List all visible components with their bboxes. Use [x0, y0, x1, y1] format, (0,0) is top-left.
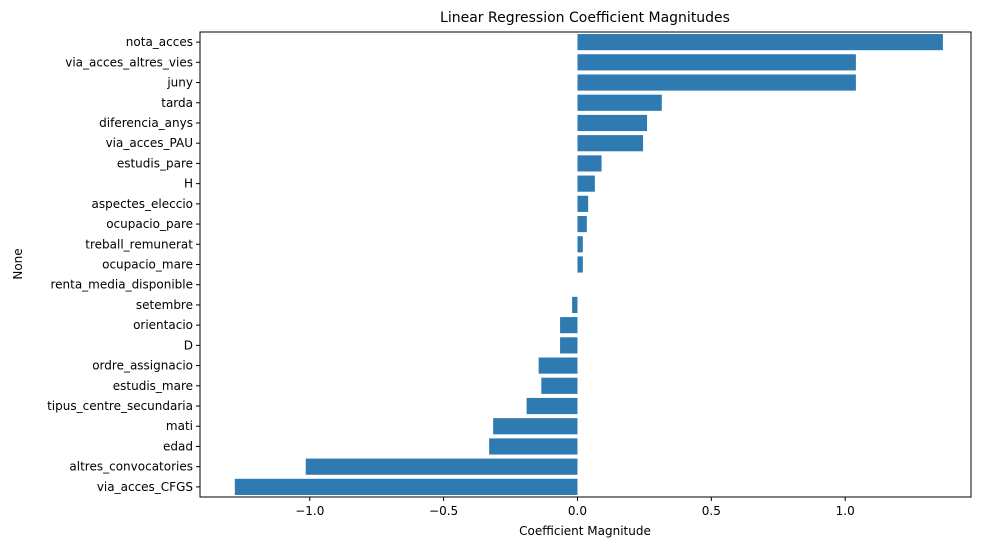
- y-tick-label: D: [184, 338, 193, 352]
- y-tick-label: ordre_assignacio: [92, 359, 193, 373]
- bar-diferencia_anys: [577, 114, 648, 132]
- y-tick-label: estudis_mare: [113, 379, 193, 393]
- y-tick-label: tipus_centre_secundaria: [47, 399, 193, 413]
- bar-mati: [493, 418, 578, 435]
- y-tick-label: diferencia_anys: [99, 116, 193, 130]
- y-tick-label: ocupacio_mare: [102, 258, 193, 272]
- bar-estudis_mare: [541, 377, 578, 394]
- bar-edad: [489, 438, 578, 455]
- y-tick-label: via_acces_altres_vies: [65, 55, 193, 69]
- bar-estudis_pare: [577, 155, 602, 172]
- bar-via_acces_CFGS: [234, 478, 578, 495]
- y-tick-label: edad: [163, 439, 193, 453]
- y-tick-label: H: [184, 177, 193, 191]
- bar-via_acces_altres_vies: [577, 54, 856, 71]
- x-tick-label: 1.0: [836, 504, 855, 518]
- y-tick-label: via_acces_CFGS: [97, 480, 193, 494]
- bar-D: [560, 337, 578, 354]
- y-tick-label: setembre: [136, 298, 193, 312]
- x-axis-label: Coefficient Magnitude: [519, 524, 651, 538]
- bar-ocupacio_pare: [577, 215, 587, 233]
- bar-ocupacio_mare: [577, 256, 583, 273]
- bars-group: [234, 34, 943, 495]
- bar-juny: [577, 74, 856, 91]
- y-tick-label: nota_acces: [126, 35, 193, 49]
- x-axis: −1.0 −0.5 0.0 0.5 1.0: [295, 497, 855, 518]
- bar-orientacio: [560, 317, 578, 334]
- y-tick-label: aspectes_eleccio: [91, 197, 193, 211]
- y-tick-label: treball_remunerat: [85, 237, 193, 251]
- y-tick-label: tarda: [161, 96, 193, 110]
- bar-H: [577, 175, 595, 192]
- y-tick-label: via_acces_PAU: [106, 136, 193, 150]
- x-tick-label: −0.5: [429, 504, 458, 518]
- y-tick-label: estudis_pare: [117, 156, 193, 170]
- bar-tipus_centre_secundaria: [526, 397, 578, 415]
- bar-altres_convocatories: [305, 458, 578, 475]
- bar-aspectes_eleccio: [577, 195, 589, 212]
- bar-via_acces_PAU: [577, 135, 644, 152]
- y-tick-label: mati: [166, 419, 193, 433]
- x-tick-label: −1.0: [295, 504, 324, 518]
- chart-title: Linear Regression Coefficient Magnitudes: [440, 10, 730, 26]
- bar-tarda: [577, 94, 662, 111]
- x-tick-label: 0.0: [568, 504, 587, 518]
- bar-treball_remunerat: [577, 236, 583, 253]
- bar-setembre: [572, 296, 578, 314]
- y-tick-label: ocupacio_pare: [106, 217, 193, 231]
- y-axis-label: None: [11, 248, 25, 279]
- y-tick-label: juny: [166, 76, 193, 90]
- bar-ordre_assignacio: [538, 357, 578, 374]
- y-tick-label: orientacio: [133, 318, 193, 332]
- y-tick-label: renta_media_disponible: [50, 278, 193, 292]
- plot-frame: [199, 31, 972, 498]
- x-tick-label: 0.5: [702, 504, 721, 518]
- y-tick-label: altres_convocatories: [69, 460, 193, 474]
- bar-nota_acces: [577, 34, 943, 51]
